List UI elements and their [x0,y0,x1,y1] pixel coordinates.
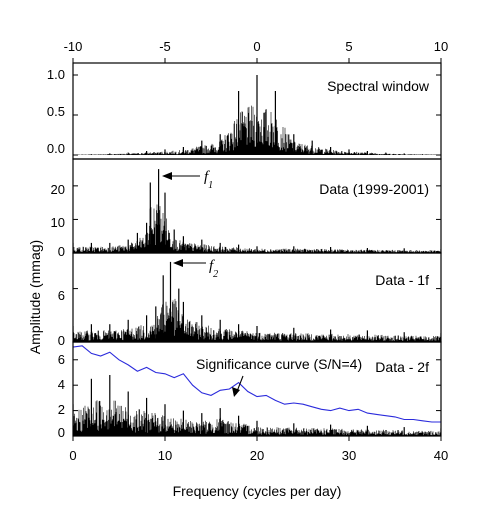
bottom-tick-label: 20 [250,448,264,463]
f1-subscript: 1 [208,180,213,191]
panel-1-plot [73,75,441,155]
noise-spectrum [73,400,441,436]
top-tick-label: -5 [159,39,171,54]
top-tick-label: 5 [345,39,352,54]
y-tick-label: 0 [58,244,65,259]
top-tick-label: 10 [434,39,448,54]
significance-curve-label: Significance curve (S/N=4) [196,356,362,372]
y-tick-label: 20 [51,182,65,197]
bottom-tick-label: 10 [158,448,172,463]
bottom-tick-label: 0 [69,448,76,463]
noise-spectrum [73,204,441,253]
y-tick-label: 0.5 [47,104,65,119]
y-tick-label: 10 [51,215,65,230]
panel-label-spectral-window: Spectral window [327,78,430,94]
significance-curve [73,345,441,423]
y-tick-label: 6 [58,352,65,367]
f1-annotation: f1 [204,169,213,191]
bottom-tick-label: 30 [342,448,356,463]
f2-subscript: 2 [213,269,218,280]
f2-arrowhead [173,259,183,267]
panel-2-frame [72,158,442,254]
panel-label-data-1f: Data - 1f [375,272,429,288]
f1-arrowhead [162,172,172,180]
panel-label-data: Data (1999-2001) [319,181,429,197]
noise-spectrum [73,298,441,342]
y-tick-label: 2 [58,402,65,417]
f1-letter: f [204,169,210,185]
y-tick-label: 1.0 [47,67,65,82]
panel-3-plot [73,261,441,342]
f2-annotation: f2 [209,258,218,280]
y-tick-label: 0 [58,333,65,348]
y-axis-title: Amplitude (mmag) [27,240,43,354]
x-axis-title: Frequency (cycles per day) [173,483,342,499]
y-tick-label: 0 [58,425,65,440]
y-tick-label: 4 [58,377,65,392]
f2-letter: f [209,258,215,274]
noise-spectrum [73,105,441,155]
panel-label-data-2f: Data - 2f [375,359,429,375]
y-tick-label: 6 [58,288,65,303]
significance-arrowhead [232,387,240,397]
panel-2-plot [73,169,441,253]
panel-4-plot [73,345,441,436]
top-tick-label: 0 [253,39,260,54]
bottom-tick-label: 40 [434,448,448,463]
top-tick-label: -10 [64,39,83,54]
y-tick-label: 0.0 [47,141,65,156]
